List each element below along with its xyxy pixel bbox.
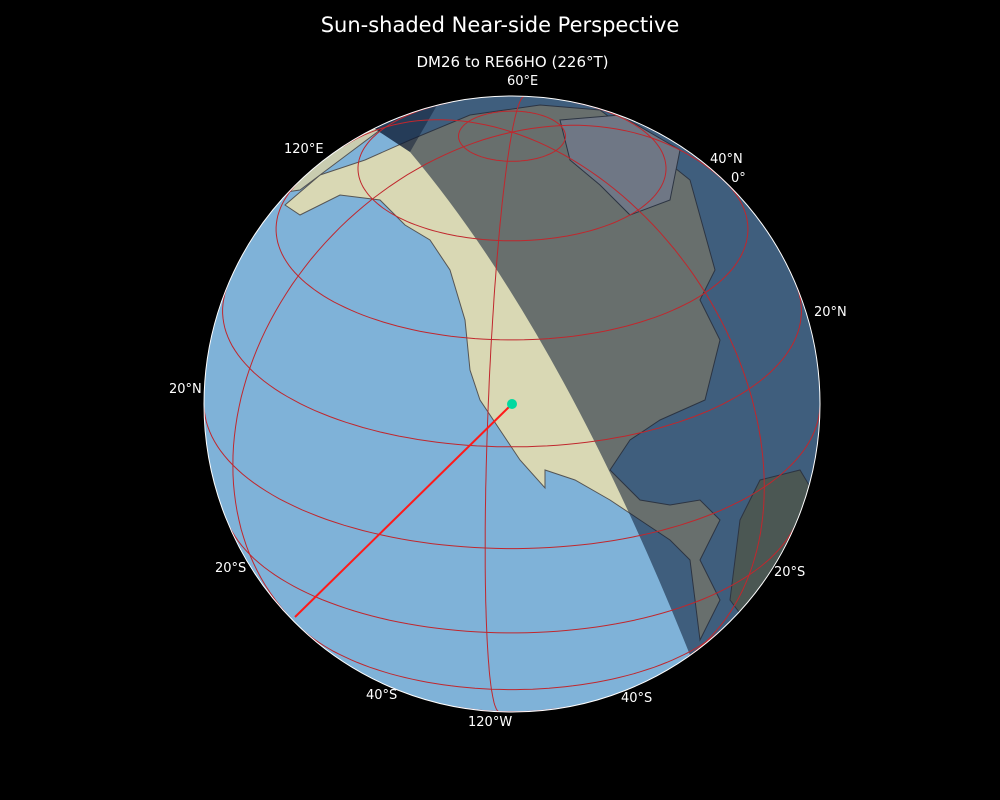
label-40s-right: 40°S	[621, 691, 653, 706]
label-120w: 120°W	[468, 715, 513, 730]
parallel-line	[301, 628, 723, 691]
label-60e: 60°E	[507, 74, 539, 89]
chart-subtitle: DM26 to RE66HO (226°T)	[416, 53, 609, 71]
label-40s-left: 40°S	[366, 688, 398, 703]
globe-outline	[203, 95, 821, 713]
meridian-line	[342, 119, 513, 147]
label-0: 0°	[731, 171, 746, 186]
meridian-line	[232, 131, 513, 620]
label-40n-right: 40°N	[710, 152, 743, 167]
meridian-line	[511, 96, 525, 133]
label-20s-right: 20°S	[774, 565, 806, 580]
parallel-line	[204, 406, 820, 550]
label-120e: 120°E	[284, 142, 324, 157]
label-20n-right: 20°N	[814, 305, 847, 320]
meridian-line	[511, 131, 765, 658]
origin-marker	[507, 399, 517, 409]
parallel-line	[357, 101, 667, 242]
parallel-line	[275, 182, 749, 341]
label-20s-left: 20°S	[215, 561, 247, 576]
meridian-line	[484, 132, 513, 712]
night-shading	[372, 96, 820, 655]
label-20n-left: 20°N	[169, 382, 202, 397]
meridian-line	[511, 124, 727, 183]
parallel-line	[222, 284, 802, 448]
great-circle-path	[294, 403, 513, 618]
chart-title: Sun-shaded Near-side Perspective	[320, 13, 680, 37]
